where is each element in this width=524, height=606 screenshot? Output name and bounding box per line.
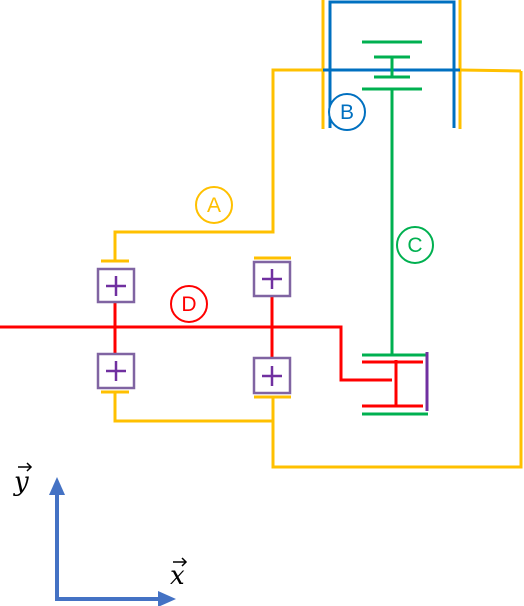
body-c — [362, 40, 428, 416]
label-b-text: B — [340, 101, 354, 124]
label-d: D — [170, 285, 208, 323]
y-axis-label: y — [13, 467, 29, 497]
x-axis-label: x — [170, 561, 185, 591]
label-c-text: C — [407, 234, 422, 257]
bearing-bottom-left — [96, 352, 136, 390]
label-c: C — [396, 226, 434, 264]
label-d-text: D — [181, 293, 196, 316]
body-a-top-right-arm — [459, 68, 522, 73]
label-a: A — [195, 186, 233, 224]
label-a-text: A — [207, 194, 221, 217]
body-a-top-arm — [113, 68, 323, 261]
body-d-main-shaft — [0, 325, 392, 382]
bearing-bottom-right — [252, 356, 292, 395]
body-a — [101, 0, 523, 469]
x-axis-arrow-icon — [158, 591, 176, 606]
y-axis-vector-arrowhead — [26, 462, 33, 472]
y-axis-arrow-icon — [49, 477, 65, 495]
bearing-top-right — [252, 260, 292, 298]
x-axis-vector-arrowhead — [181, 557, 188, 567]
label-b: B — [328, 93, 366, 131]
body-d — [0, 296, 423, 408]
axes: y x — [13, 462, 188, 606]
bearing-top-left — [96, 267, 136, 304]
body-a-right-frame — [271, 71, 523, 469]
body-b-piston-outline — [328, 0, 456, 128]
body-a-bottom-arm — [113, 391, 273, 423]
